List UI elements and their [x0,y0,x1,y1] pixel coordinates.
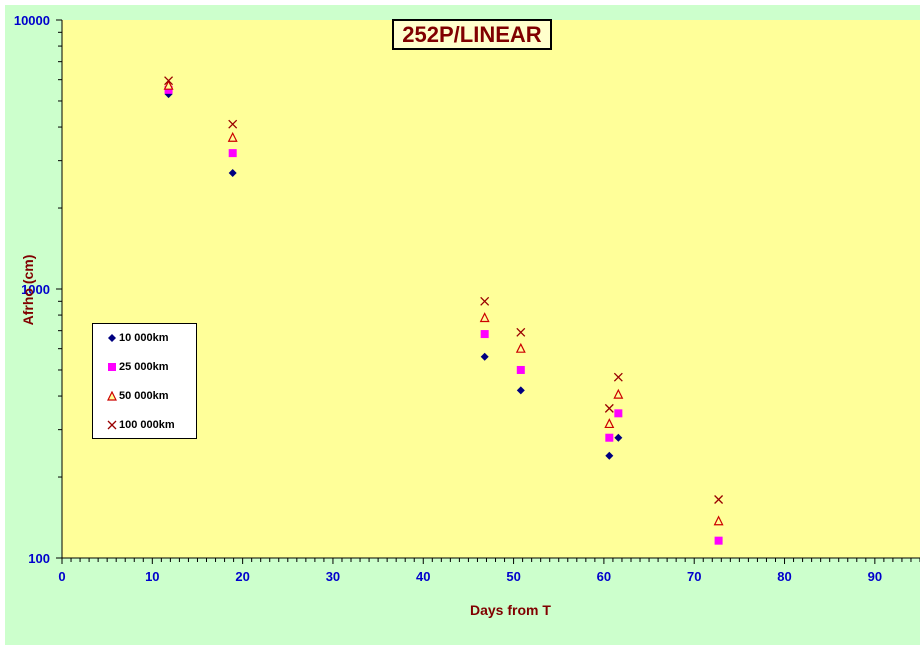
data-point-10000km [605,451,614,460]
x-tick-label: 60 [597,569,611,584]
data-point-100000km [228,119,238,129]
x-tick-label: 90 [868,569,882,584]
x-tick-label: 50 [506,569,520,584]
y-tick-label: 10000 [14,13,50,28]
diamond-marker-icon [108,334,116,342]
data-point-10000km [614,433,623,442]
plot-area [62,20,920,558]
data-point-25000km [228,149,237,158]
data-point-25000km [605,433,614,442]
data-point-50000km [613,388,624,399]
legend-label: 25 000km [119,361,169,373]
y-tick-label: 1000 [21,282,50,297]
x-tick-label: 0 [58,569,65,584]
y-tick-label: 100 [28,551,50,566]
data-point-100000km [604,403,614,413]
data-point-25000km [714,536,723,545]
y-axis-label: Afrho (cm) [20,254,36,326]
data-point-10000km [480,352,489,361]
x-tick-label: 70 [687,569,701,584]
legend-label: 100 000km [119,419,175,431]
data-point-100000km [480,296,490,306]
legend-item-50000km: 50 000km [107,389,169,403]
data-point-100000km [613,372,623,382]
data-point-50000km [713,515,724,526]
data-point-50000km [604,418,615,429]
data-point-100000km [164,76,174,86]
x-marker-icon [107,420,117,430]
data-point-25000km [480,330,489,339]
triangle-marker-icon [107,391,117,401]
data-point-10000km [516,386,525,395]
legend-item-10000km: 10 000km [107,331,169,345]
data-point-100000km [714,495,724,504]
chart-title: 252P/LINEAR [392,19,552,50]
x-tick-label: 80 [777,569,791,584]
data-point-10000km [228,168,237,177]
x-tick-label: 40 [416,569,430,584]
data-point-100000km [516,327,526,337]
legend-label: 10 000km [119,332,169,344]
x-tick-label: 30 [326,569,340,584]
square-marker-icon [108,363,116,371]
data-point-50000km [227,131,238,142]
data-marks [163,76,724,545]
x-tick-label: 20 [235,569,249,584]
legend: 10 000km 25 000km 50 000km 100 000km [92,323,197,439]
data-point-25000km [516,365,525,374]
data-point-25000km [614,409,623,418]
x-axis-label: Days from T [470,602,551,618]
legend-item-25000km: 25 000km [107,360,169,374]
legend-item-100000km: 100 000km [107,418,175,432]
data-point-25000km [164,85,173,94]
x-tick-label: 10 [145,569,159,584]
axes: 0 10 20 30 40 50 60 70 80 90 100 1000 10000 [14,13,920,584]
legend-label: 50 000km [119,390,169,402]
data-point-50000km [479,312,490,323]
data-point-50000km [163,79,174,90]
data-point-50000km [515,342,526,353]
